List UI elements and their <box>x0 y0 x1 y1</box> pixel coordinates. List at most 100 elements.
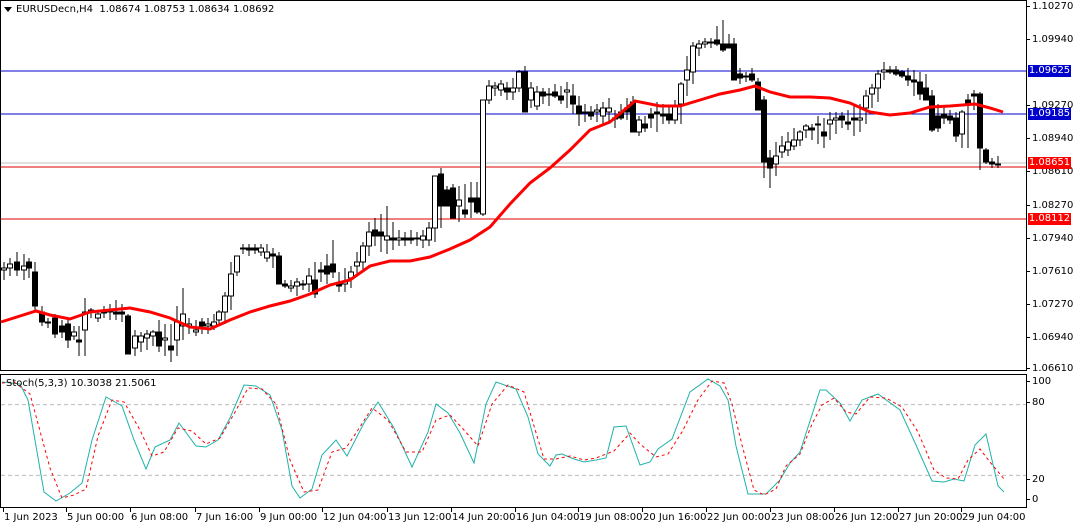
time-tick-label: 20 Jun 16:00 <box>643 512 707 523</box>
stoch-tick-label: 80 <box>1032 397 1045 408</box>
candle-body <box>534 91 540 107</box>
candle-body <box>995 163 1001 166</box>
candle-body <box>684 69 690 81</box>
candle-body <box>630 101 636 133</box>
candle-body <box>216 311 222 321</box>
candle-body <box>228 273 234 297</box>
candle-body <box>564 89 570 93</box>
candle-body <box>318 269 324 273</box>
time-tick <box>578 508 579 512</box>
candle-body <box>971 93 977 97</box>
candle-body <box>773 155 779 165</box>
time-tick-label: 14 Jun 20:00 <box>452 512 516 523</box>
price-tick <box>1026 105 1030 106</box>
time-tick <box>834 508 835 512</box>
candle-body <box>119 311 125 315</box>
candle-body <box>935 115 941 129</box>
time-tick-label: 29 Jun 04:00 <box>962 512 1026 523</box>
candle-body <box>300 283 306 286</box>
price-tick <box>1026 39 1030 40</box>
dropdown-triangle-icon[interactable] <box>4 6 12 12</box>
candle-body <box>863 95 869 109</box>
ohlc-values: 1.08674 1.08753 1.08634 1.08692 <box>99 4 275 15</box>
candle-body <box>911 79 917 83</box>
time-tick-label: 1 Jun 2023 <box>4 512 58 523</box>
candle-body <box>125 315 131 355</box>
candle-body <box>851 117 857 121</box>
candle-body <box>498 83 504 91</box>
time-tick-label: 26 Jun 12:00 <box>835 512 899 523</box>
candle-body <box>540 91 546 97</box>
stochastic-pane[interactable] <box>0 374 1027 508</box>
candle-body <box>414 237 420 240</box>
candle-body <box>95 313 101 319</box>
price-level-label: 1.09185 <box>1028 108 1071 120</box>
candle-body <box>384 235 390 241</box>
time-tick <box>642 508 643 512</box>
candle-body <box>827 119 833 125</box>
candle-body <box>492 85 498 89</box>
price-tick <box>1026 337 1030 338</box>
price-level-label: 1.09625 <box>1028 65 1071 77</box>
candle-body <box>390 237 396 241</box>
time-tick-label: 19 Jun 08:00 <box>579 512 643 523</box>
candle-body <box>881 69 887 73</box>
candle-body <box>468 197 474 203</box>
candle-body <box>809 127 815 131</box>
price-tick <box>1026 238 1030 239</box>
candle-body <box>779 145 785 153</box>
stochastic-main-line <box>1 378 1005 502</box>
candle-body <box>456 199 462 207</box>
candle-body <box>156 331 162 347</box>
time-tick <box>130 508 131 512</box>
candle-body <box>462 209 468 215</box>
time-tick <box>515 508 516 512</box>
time-tick <box>3 508 4 512</box>
candle-body <box>354 261 360 267</box>
candle-body <box>833 117 839 121</box>
candle-body <box>180 313 186 327</box>
candle-body <box>546 93 552 96</box>
candle-body <box>929 95 935 131</box>
candle-body <box>26 261 32 269</box>
stochastic-title: Stoch(5,3,3) 10.3038 21.5061 <box>6 378 157 389</box>
candle-body <box>672 105 678 121</box>
candle-body <box>803 125 809 131</box>
candle-body <box>71 331 77 337</box>
candle-body <box>941 113 947 119</box>
candle-body <box>983 149 989 163</box>
candle-body <box>52 317 58 335</box>
time-tick <box>961 508 962 512</box>
time-tick-label: 13 Jun 12:00 <box>388 512 452 523</box>
candle-body <box>113 311 119 315</box>
candle-body <box>959 111 965 135</box>
price-tick-label: 1.08610 <box>1032 166 1073 177</box>
price-chart-pane[interactable] <box>0 0 1027 371</box>
candle-body <box>767 157 773 169</box>
candle-body <box>205 323 211 327</box>
candle-body <box>504 87 510 93</box>
time-tick <box>66 508 67 512</box>
candle-body <box>516 71 522 89</box>
stoch-tick <box>1026 499 1030 500</box>
candle-body <box>660 113 666 117</box>
candle-body <box>917 81 923 95</box>
time-tick <box>387 508 388 512</box>
candle-body <box>246 247 252 251</box>
candle-body <box>636 119 642 133</box>
time-tick-label: 5 Jun 00:00 <box>67 512 125 523</box>
candle-body <box>402 237 408 241</box>
candle-body <box>330 263 336 273</box>
candle-body <box>570 95 576 105</box>
candle-body <box>743 75 749 78</box>
candle-body <box>522 71 528 113</box>
candle-body <box>839 115 845 121</box>
candle-body <box>324 265 330 275</box>
candle-body <box>486 85 492 101</box>
candle-body <box>875 73 881 89</box>
price-tick-label: 1.06940 <box>1032 332 1073 343</box>
candle-body <box>426 227 432 241</box>
candle-body <box>480 99 486 215</box>
candle-body <box>65 323 71 341</box>
candle-body <box>953 117 959 137</box>
